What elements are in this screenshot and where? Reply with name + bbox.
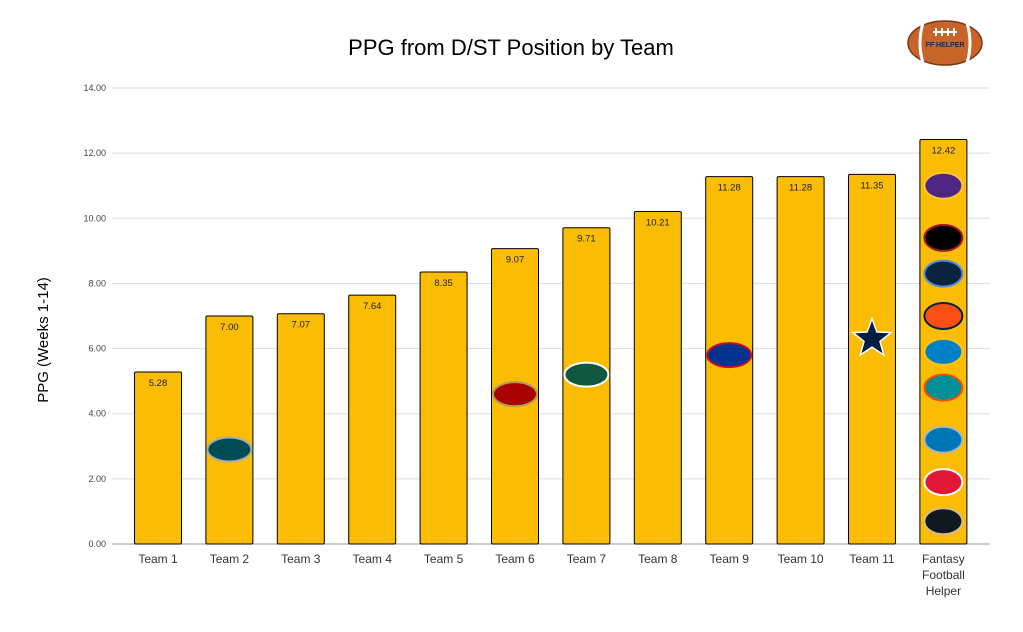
- data-label: 7.07: [292, 320, 311, 331]
- vikings-logo-icon: [923, 171, 964, 200]
- data-label: 11.28: [789, 183, 812, 194]
- x-tick-label: Football: [922, 568, 965, 582]
- x-tick-label: Team 6: [495, 552, 535, 566]
- data-label: 7.64: [363, 301, 382, 312]
- y-tick-label: 8.00: [88, 278, 106, 288]
- bar: [276, 313, 325, 545]
- x-tick-label: Team 9: [710, 552, 750, 566]
- chart-title: PPG from D/ST Position by Team: [348, 35, 674, 60]
- y-tick-label: 10.00: [83, 213, 106, 223]
- data-label: 9.07: [506, 255, 525, 266]
- y-axis-label: PPG (Weeks 1-14): [35, 277, 52, 403]
- data-label: 10.21: [646, 217, 670, 228]
- falcons-logo-icon: [923, 223, 964, 252]
- bar: [419, 271, 468, 545]
- 49ers-logo-icon: [492, 381, 538, 408]
- bar: [633, 210, 682, 545]
- x-tick-label: Team 8: [638, 552, 678, 566]
- jets-logo-icon: [563, 361, 610, 388]
- x-tick-label: Team 11: [849, 552, 894, 566]
- x-tick-label: Fantasy: [922, 552, 965, 566]
- broncos-logo-icon: [923, 302, 964, 330]
- chargers-logo-icon: [923, 337, 964, 366]
- y-tick-label: 4.00: [88, 409, 106, 419]
- dolphins-logo-icon: [923, 373, 964, 402]
- bar: [348, 294, 397, 545]
- logo-text: FF HELPER: [926, 42, 965, 49]
- football-icon: [907, 20, 983, 66]
- lions-logo-icon: [923, 425, 964, 454]
- eagles-logo-icon: [206, 436, 253, 463]
- x-tick-label: Team 4: [353, 552, 393, 566]
- y-tick-label: 0.00: [88, 539, 106, 549]
- bar: [848, 173, 896, 545]
- data-label: 12.42: [932, 145, 956, 156]
- cowboys-logo-icon: [850, 316, 894, 357]
- bar: [776, 176, 825, 545]
- y-tick-label: 12.00: [83, 148, 106, 158]
- bar: [134, 371, 182, 545]
- x-tick-label: Team 7: [567, 552, 607, 566]
- x-tick-label: Team 1: [138, 552, 178, 566]
- data-label: 8.35: [434, 278, 453, 289]
- titans-logo-icon: [923, 259, 964, 288]
- y-tick-label: 6.00: [88, 344, 106, 354]
- y-tick-label: 2.00: [88, 474, 106, 484]
- data-label: 11.28: [718, 183, 741, 194]
- x-tick-label: Helper: [926, 584, 961, 598]
- bills-logo-icon: [706, 342, 753, 369]
- ff-helper-logo: FF HELPER: [907, 20, 983, 66]
- bar: [205, 315, 254, 545]
- saints-logo-icon: [923, 507, 964, 536]
- x-tick-label: Team 10: [778, 552, 824, 566]
- data-label: 11.35: [860, 180, 883, 191]
- y-tick-label: 14.00: [83, 83, 106, 93]
- x-tick-label: Team 3: [281, 552, 321, 566]
- chiefs-logo-icon: [923, 468, 964, 497]
- data-label: 9.71: [577, 234, 596, 245]
- data-label: 7.00: [220, 322, 239, 333]
- data-label: 5.28: [149, 378, 168, 389]
- x-tick-label: Team 5: [424, 552, 464, 566]
- x-tick-label: Team 2: [210, 552, 250, 566]
